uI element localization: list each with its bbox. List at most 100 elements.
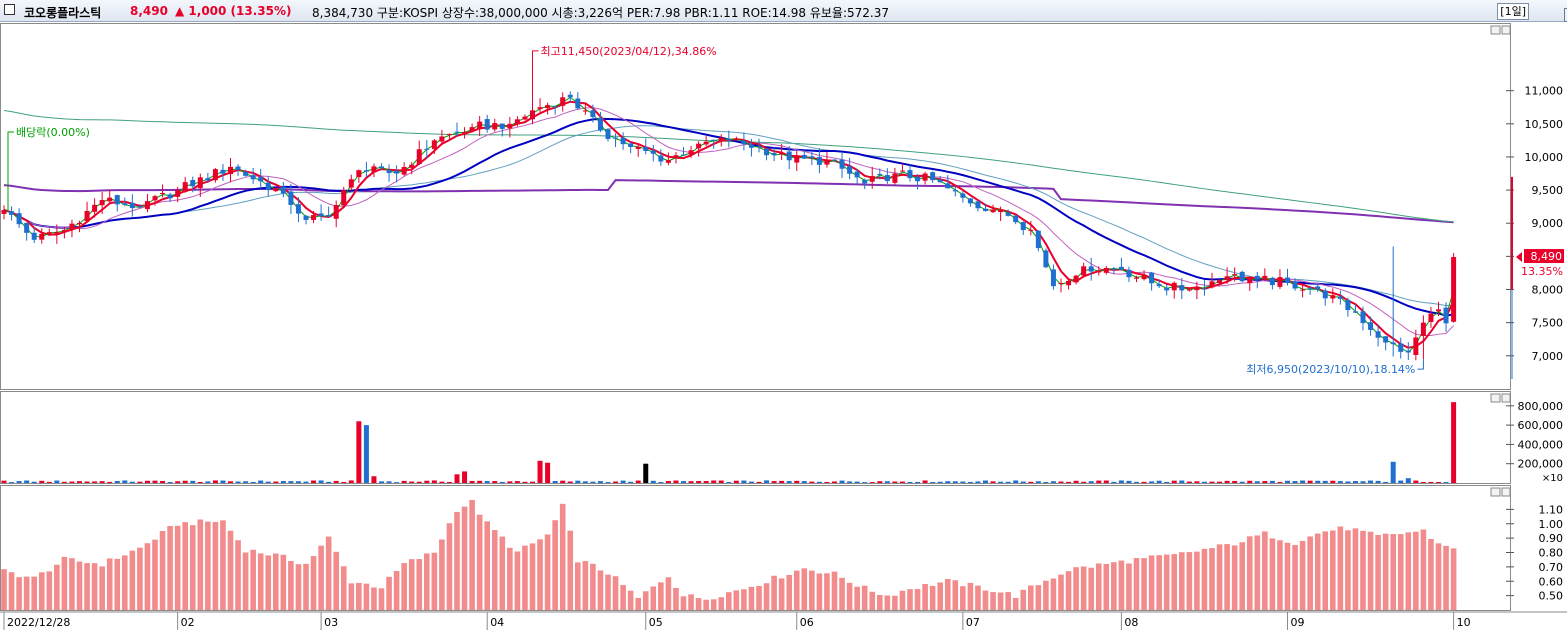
close-icon[interactable]: ✕ (1564, 8, 1567, 22)
candle-body (265, 182, 271, 190)
candle-body (862, 179, 868, 184)
volume-bar (892, 481, 898, 483)
candle-body (288, 191, 294, 205)
foreign-bar (680, 596, 687, 610)
volume-bar (930, 482, 936, 483)
volume-bar (854, 481, 860, 483)
foreign-bar (771, 575, 777, 610)
volume-bar (975, 481, 981, 483)
volume-bar (1405, 478, 1411, 483)
candle-body (673, 155, 679, 158)
candle-body (1224, 276, 1230, 281)
last-price-arrow (1516, 252, 1522, 263)
foreign-bar (1171, 554, 1178, 610)
volume-bar (899, 481, 905, 483)
candle-body (922, 173, 928, 181)
foreign-bar (899, 590, 906, 610)
candle-body (726, 138, 732, 141)
foreign-bar (220, 520, 226, 610)
foreign-bar (235, 540, 241, 610)
foreign-bar (1314, 533, 1321, 610)
x-tick-label: 03 (324, 616, 338, 629)
volume-bar (1149, 481, 1155, 483)
dividend-pointer (7, 131, 14, 210)
foreign-bar (605, 574, 611, 610)
foreign-bar (748, 586, 755, 610)
foreign-bar (741, 589, 747, 610)
foreign-bar (1028, 585, 1034, 610)
candle-body (514, 119, 520, 125)
volume-bar (182, 480, 188, 483)
candle-body (1247, 278, 1253, 284)
volume-pane-menu-icon[interactable]: ▤ (3, 396, 14, 407)
foreign-bar (1435, 543, 1442, 610)
foreign-bar (1216, 544, 1223, 610)
volume-bar (824, 481, 830, 483)
candle-body (190, 179, 196, 187)
foreign-bar (1337, 526, 1344, 610)
pane-menu-icon[interactable]: ▤ (3, 27, 14, 38)
candle-body (575, 98, 581, 109)
candle-body (341, 190, 347, 206)
foreign-bar (273, 553, 279, 610)
volume-bar (801, 481, 807, 483)
volume-bar (1345, 481, 1351, 483)
foreign-pane-menu-icon[interactable]: ▤ (3, 489, 14, 500)
volume-legend: ▮ 거래량 (12, 396, 52, 409)
foreign-bar (54, 564, 60, 610)
foreign-bar (1065, 571, 1072, 610)
volume-bar (1066, 481, 1072, 483)
volume-bar (1254, 481, 1260, 483)
candle-body (1285, 277, 1290, 283)
x-tick-label: 07 (966, 616, 980, 629)
foreign-bar (310, 556, 317, 610)
foreign-bar (303, 563, 309, 610)
foreign-bar (952, 580, 959, 610)
foreign-bar (23, 576, 30, 610)
foreign-bar (1080, 566, 1087, 610)
volume-bar (1352, 481, 1358, 483)
stock-info: 8,384,730 구분:KOSPI 상장수:38,000,000 시총:3,2… (312, 6, 889, 20)
foreign-bar (688, 594, 694, 610)
volume-bar (160, 481, 166, 483)
foreign-bar (129, 550, 136, 610)
foreign-bar (665, 577, 672, 610)
volume-bar (733, 480, 739, 483)
candle-body (1239, 271, 1245, 282)
volume-bar (748, 481, 754, 483)
volume-bar (1247, 480, 1253, 483)
volume-bar (462, 471, 468, 483)
foreign-bar (1246, 536, 1253, 610)
candle-body (175, 190, 181, 197)
period-button[interactable]: [1일] (1497, 3, 1529, 20)
foreign-bar (839, 577, 845, 610)
foreign-bar (484, 521, 490, 610)
candle-body (748, 144, 754, 148)
foreign-bar (892, 595, 898, 610)
candle-body (469, 127, 475, 132)
foreign-bar (386, 576, 392, 610)
checkbox-icon[interactable] (4, 4, 15, 15)
foreign-bar (363, 583, 370, 610)
volume-bar (1201, 481, 1207, 483)
candle-body (733, 138, 739, 140)
foreign-bar (393, 570, 400, 610)
candle-body (160, 192, 166, 194)
foreign-bar (1262, 531, 1268, 610)
volume-bar (235, 481, 241, 483)
foreign-bar (567, 530, 574, 610)
candle-body (273, 188, 279, 192)
candle-body (39, 233, 45, 240)
volume-bar (1292, 481, 1298, 483)
candle-body (424, 148, 430, 150)
candle-body (235, 166, 241, 170)
candle-body (167, 194, 173, 199)
volume-bar (628, 481, 634, 483)
volume-bar (1420, 482, 1426, 483)
candle-body (620, 137, 626, 145)
candle-body (1315, 286, 1321, 290)
ma-line-8 (3, 100, 1455, 349)
pane-close-icon (1501, 393, 1511, 403)
foreign-bar (454, 512, 460, 610)
candle-body (1209, 281, 1215, 288)
